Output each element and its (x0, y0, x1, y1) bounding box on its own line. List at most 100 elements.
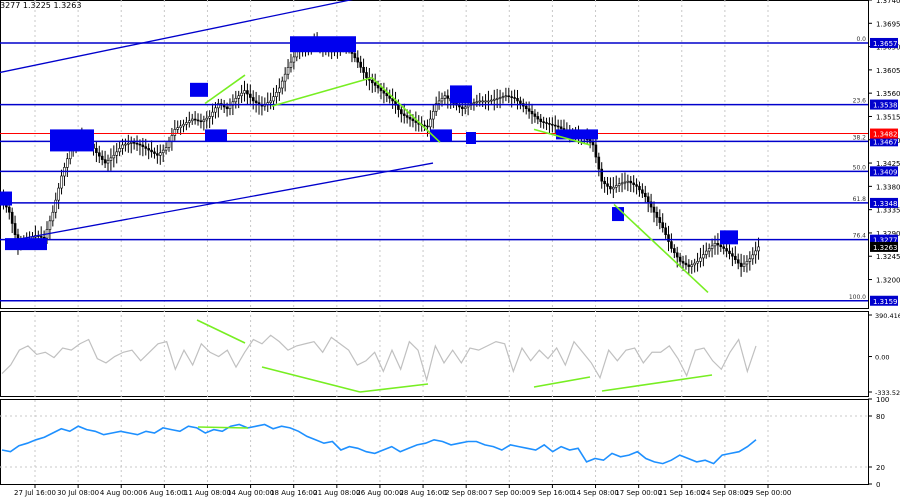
candle-body (722, 246, 725, 249)
x-tick-label: 7 Sep 00:00 (488, 489, 530, 497)
indicator1-divergence (601, 374, 713, 392)
candle-body (545, 122, 548, 124)
candle-body (670, 241, 673, 249)
candle-body (542, 121, 545, 123)
candle-body (667, 234, 670, 242)
candle-body (751, 254, 755, 260)
candle-body (594, 144, 598, 158)
divergence-line (533, 128, 591, 146)
candle-body (188, 120, 191, 123)
fractal-box (556, 129, 598, 140)
candle-body (620, 182, 624, 185)
candle-body (164, 147, 168, 151)
candle-body (182, 123, 185, 127)
indicator2-line (1, 423, 757, 465)
x-tick-label: 30 Jul 08:00 (57, 489, 99, 497)
candle-body (748, 258, 752, 262)
y-tick-label: 1.3560 (876, 90, 900, 98)
x-tick-label: 6 Aug 16:00 (143, 489, 186, 497)
candle-body (446, 95, 450, 99)
x-tick-label: 21 Sep 16:00 (658, 489, 705, 497)
candle-body (106, 160, 110, 164)
fib-price-tag (870, 99, 898, 110)
candle-body (405, 115, 409, 118)
candle-body (370, 79, 374, 84)
candle-body (519, 100, 522, 104)
fib-price-text: 1.3657 (873, 40, 898, 48)
x-tick-label: 2 Sep 08:00 (445, 489, 487, 497)
fib-level-label: 61.8 (853, 196, 867, 203)
candle-body (478, 100, 482, 103)
candle-body (643, 192, 647, 198)
candle-body (629, 180, 633, 184)
candle-body (492, 98, 496, 101)
candle-body (153, 151, 156, 154)
fib-price-tag (870, 37, 898, 48)
candle-body (103, 159, 107, 164)
fractal-box (190, 82, 208, 97)
candle-body (623, 181, 627, 184)
candle-body (356, 57, 360, 63)
y-tick-label: 1.3740 (876, 0, 900, 5)
candle-body (376, 85, 380, 89)
candle-body (597, 156, 601, 170)
channel-lower-line (9, 162, 434, 242)
candle-body (655, 211, 659, 218)
x-tick-label: 28 Aug 16:00 (399, 489, 446, 497)
candle-body (414, 120, 418, 123)
candle-body (373, 82, 377, 86)
red-price-text: 1.3482 (873, 131, 898, 139)
candle-body (275, 92, 278, 97)
candle-body (675, 252, 679, 258)
candle-body (434, 103, 438, 112)
candle-body (719, 244, 723, 248)
candle-body (527, 108, 531, 112)
candle-body (115, 151, 119, 156)
candle-body (147, 148, 150, 151)
candle-body (533, 113, 537, 117)
x-tick-label: 29 Sep 00:00 (745, 489, 792, 497)
candle-body (48, 220, 52, 230)
candle-body (150, 149, 153, 153)
candle-body (646, 196, 650, 203)
candle-body (617, 183, 621, 186)
candle-body (124, 143, 127, 146)
candle-body (475, 101, 479, 104)
x-tick-label: 17 Sep 00:00 (615, 489, 662, 497)
candle-body (548, 123, 551, 125)
y-tick-label: 1.3695 (876, 20, 900, 28)
y-tick-label: 1.3245 (876, 253, 900, 261)
ind1-y-tick-label: 390.4163 (875, 312, 900, 320)
candle-body (176, 127, 180, 130)
fib-price-tag (870, 197, 898, 208)
fib-price-text: 1.3409 (873, 168, 898, 176)
fib-level-label: 23.6 (853, 98, 867, 105)
candle-body (696, 261, 699, 264)
candle-body (193, 118, 197, 121)
candle-body (664, 227, 667, 235)
y-tick-label: 1.3200 (876, 277, 900, 285)
candle-body (559, 126, 563, 129)
candle-body (272, 96, 275, 102)
fib-level-label: 50.0 (853, 164, 867, 171)
candle-body (214, 107, 217, 113)
fractal-box (205, 129, 227, 142)
candle-body (379, 87, 383, 91)
current-price-tag (870, 241, 898, 252)
indicator1-line (1, 334, 757, 383)
candle-body (466, 104, 470, 108)
candle-body (66, 158, 69, 168)
red-price-tag (870, 128, 898, 139)
candle-body (490, 99, 493, 102)
candle-body (400, 109, 403, 115)
candle-body (702, 254, 705, 259)
x-tick-label: 14 Sep 08:00 (572, 489, 619, 497)
candle-body (742, 263, 746, 267)
candle-body (440, 98, 444, 102)
candle-body (158, 152, 162, 156)
indicator1-divergence (261, 366, 361, 393)
indicator2-panel-frame (0, 399, 869, 485)
candle-body (600, 168, 604, 182)
candle-body (681, 261, 685, 264)
